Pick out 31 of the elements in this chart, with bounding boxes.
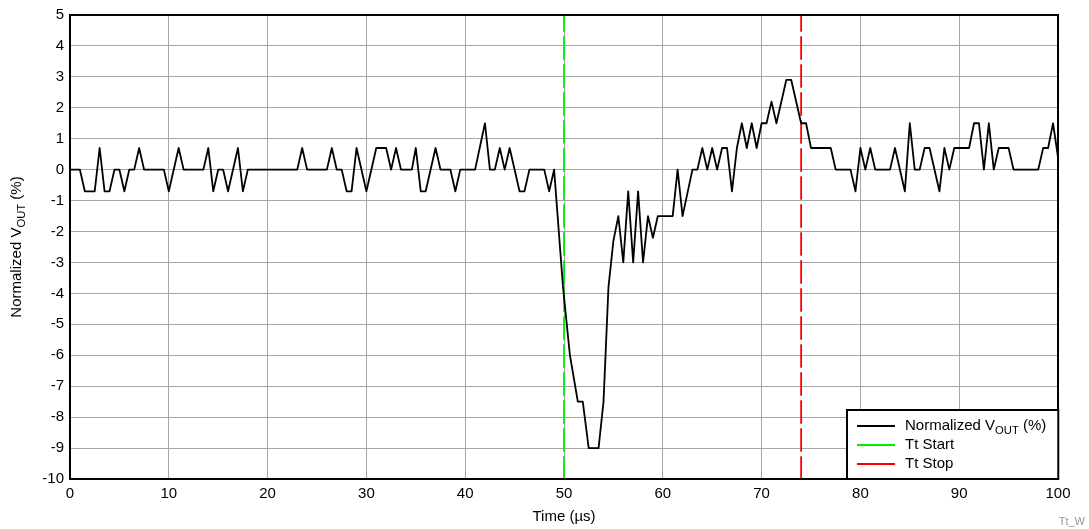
text: Tt_W <box>1058 515 1085 527</box>
x-tick-label: 50 <box>555 484 573 502</box>
x-tick-label: 80 <box>852 484 869 502</box>
x-tick-label: 60 <box>654 484 672 502</box>
y-tick-label: -6 <box>50 345 64 363</box>
y-tick-label: -10 <box>42 469 64 487</box>
y-tick-label: -9 <box>50 438 64 456</box>
y-tick-label: -5 <box>50 314 64 332</box>
y-tick-label: -3 <box>50 252 64 270</box>
y-tick-label: -2 <box>50 221 64 239</box>
x-tick-label: 20 <box>259 484 276 502</box>
y-axis-title: Normalized VOUT (%) <box>7 176 27 318</box>
y-tick-label: 1 <box>55 128 64 146</box>
y-tick-label: -7 <box>50 376 64 394</box>
y-tick-label: 5 <box>55 5 64 23</box>
x-tick-label: 30 <box>358 484 375 502</box>
y-tick-label: -1 <box>50 190 64 208</box>
x-tick-label: 90 <box>950 484 968 502</box>
legend-label: Tt Start <box>905 435 956 453</box>
y-tick-label: 3 <box>55 67 64 85</box>
y-tick-label: 0 <box>55 159 64 177</box>
x-tick-label: 100 <box>1045 484 1071 502</box>
y-tick-label: 4 <box>55 36 64 54</box>
x-tick-label: 70 <box>753 484 770 502</box>
x-tick-label: 10 <box>160 484 178 502</box>
y-tick-label: 2 <box>55 97 64 115</box>
y-tick-label: -4 <box>50 283 64 301</box>
legend-label: Tt Stop <box>905 454 954 472</box>
y-tick-label: -8 <box>50 407 64 425</box>
x-axis-title: Time (µs) <box>532 507 596 525</box>
x-tick-label: 40 <box>456 484 474 502</box>
